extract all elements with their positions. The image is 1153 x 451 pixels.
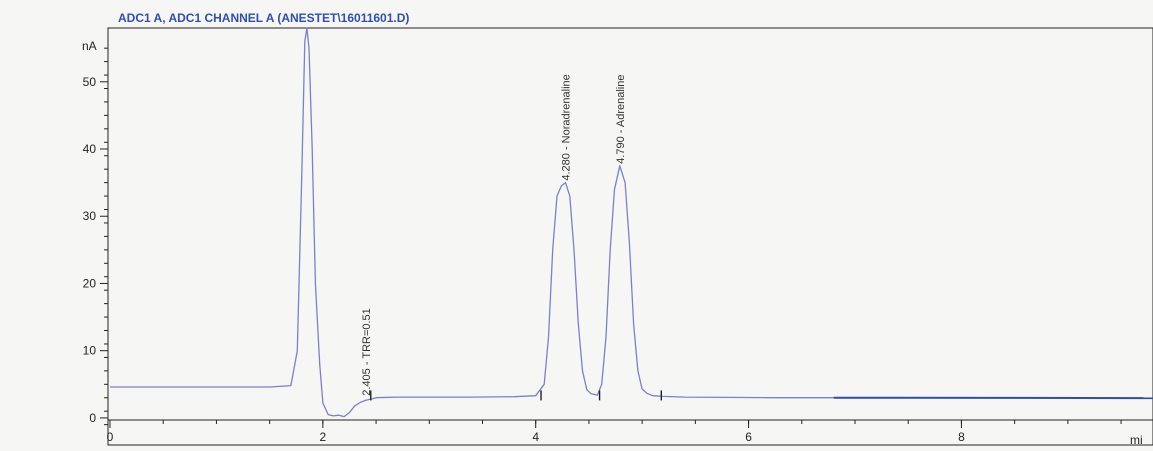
y-tick-label: 40 <box>83 142 97 156</box>
baseline-marker-layer <box>371 390 662 400</box>
x-tick-label: 2 <box>320 430 327 444</box>
peak-label: 4.790 - Adrenaline <box>615 75 627 164</box>
y-axis: 0 10 20 30 40 50 <box>83 28 108 445</box>
x-tick-label: 8 <box>958 430 965 444</box>
series-line <box>110 28 834 417</box>
series-layer <box>110 28 1153 417</box>
x-tick-label: 0 <box>107 430 114 444</box>
peak-label: 4.280 - Noradrenaline <box>561 74 573 180</box>
x-axis: 0 2 4 6 8 <box>107 420 1153 444</box>
y-unit-label: nA <box>82 39 97 53</box>
y-tick-label: 50 <box>83 75 97 89</box>
y-tick-label: 10 <box>83 344 97 358</box>
x-unit-label: mi <box>1130 433 1143 446</box>
y-tick-label: 20 <box>83 276 97 290</box>
x-tick-label: 4 <box>532 430 539 444</box>
y-tick-label: 0 <box>89 411 96 425</box>
peak-annotation-layer: 2.405 - TRR=0.51 4.280 - Noradrenaline 4.7… <box>361 74 627 396</box>
y-tick-label: 30 <box>83 209 97 223</box>
plot-frame <box>108 28 1153 445</box>
peak-label: 2.405 - TRR=0.51 <box>361 308 373 396</box>
x-tick-label: 6 <box>745 430 752 444</box>
chart-title: ADC1 A, ADC1 CHANNEL A (ANESTET\16011601… <box>118 11 409 25</box>
